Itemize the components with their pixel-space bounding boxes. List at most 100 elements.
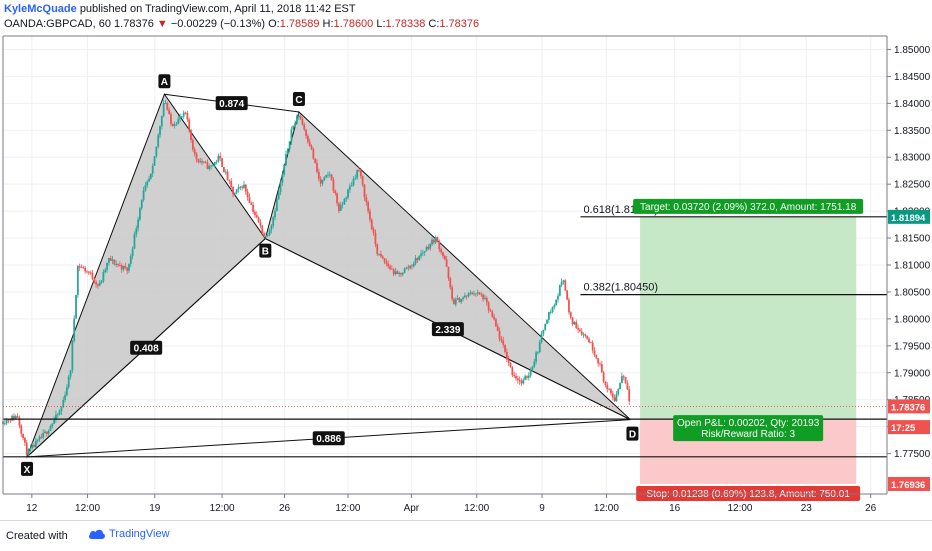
ratio-label: 2.339	[435, 325, 460, 336]
candle-body	[261, 225, 264, 234]
symbol[interactable]: OANDA:GBPCAD, 60	[4, 18, 111, 30]
candle-body	[131, 248, 134, 257]
candle-body	[431, 239, 433, 245]
rr-label: Risk/Reward Ratio: 3	[701, 429, 795, 440]
candle-body	[40, 436, 43, 438]
candle-body	[341, 204, 344, 206]
candle-body	[111, 259, 114, 261]
candle-body	[199, 161, 202, 162]
last-price: 1.78376	[114, 18, 154, 30]
candle-body	[241, 186, 244, 188]
candle-body	[27, 449, 30, 456]
candle-body	[387, 263, 390, 267]
price-chart[interactable]: 0.618(1.81869)0.382(1.80450) XABCD0.4080…	[0, 0, 932, 520]
candle-body	[107, 258, 110, 263]
candle-body	[266, 235, 269, 236]
candle-body	[170, 114, 172, 124]
candle-body	[290, 129, 293, 142]
candle-body	[275, 199, 278, 212]
candle-body	[553, 305, 556, 308]
candle-body	[82, 267, 85, 269]
candle-body	[193, 149, 196, 154]
candle-body	[285, 154, 287, 166]
candle-body	[334, 190, 337, 194]
candle-body	[484, 298, 486, 300]
pattern-point-box	[158, 74, 171, 89]
candle-body	[442, 252, 444, 256]
candle-body	[168, 109, 171, 115]
candle-body	[91, 272, 94, 279]
candle-body	[164, 103, 167, 104]
candle-body	[476, 292, 479, 294]
candle-body	[153, 156, 156, 166]
candle-body	[190, 130, 192, 140]
candle-body	[527, 375, 530, 378]
candle-body	[232, 187, 234, 194]
candle-body	[458, 298, 461, 303]
candle-body	[223, 167, 225, 173]
candle-body	[312, 149, 315, 159]
candle-body	[336, 193, 338, 204]
x-tick-label: 12:00	[464, 503, 489, 514]
candle-body	[398, 272, 401, 274]
candle-body	[206, 162, 209, 169]
candle-body	[36, 439, 39, 441]
candle-body	[186, 113, 189, 120]
candle-body	[500, 339, 503, 341]
candle-body	[422, 252, 424, 254]
x-tick-label: Apr	[404, 503, 420, 514]
candle-body	[411, 265, 413, 267]
candle-body	[210, 165, 213, 167]
candle-body	[339, 205, 342, 211]
candle-body	[487, 302, 490, 311]
pattern-point-box	[259, 243, 272, 258]
candle-body	[31, 444, 34, 449]
candle-body	[20, 425, 23, 434]
author-link[interactable]: KyleMcQuade	[4, 3, 77, 15]
y-tick-label: 1.84500	[894, 72, 931, 83]
candle-body	[188, 119, 191, 131]
candle-body	[179, 116, 181, 119]
candle-body	[511, 366, 514, 375]
candle-body	[55, 414, 57, 420]
y-tick-label: 1.79500	[894, 341, 931, 352]
candle-body	[617, 389, 620, 395]
price-tag-box	[888, 399, 930, 414]
candle-body	[562, 280, 565, 282]
candle-body	[608, 389, 611, 390]
pattern-point-B: B	[262, 247, 269, 258]
candle-body	[343, 198, 346, 205]
candle-body	[264, 235, 267, 237]
candle-body	[60, 407, 63, 412]
candle-body	[76, 266, 79, 295]
candle-body	[137, 219, 139, 229]
candle-body	[473, 293, 475, 295]
candle-body	[400, 272, 402, 275]
candle-body	[95, 282, 98, 285]
tradingview-link[interactable]: TradingView	[88, 528, 170, 540]
pattern-point-X: X	[24, 465, 31, 476]
candle-body	[610, 389, 612, 394]
candle-body	[385, 261, 388, 264]
candle-body	[301, 118, 304, 125]
candle-body	[365, 197, 368, 203]
candle-body	[173, 124, 176, 127]
candle-body	[496, 326, 499, 331]
candle-body	[615, 394, 618, 402]
candle-body	[626, 382, 629, 390]
candle-body	[195, 153, 198, 160]
candle-body	[361, 176, 364, 185]
candle-body	[551, 307, 554, 313]
candle-body	[306, 135, 309, 142]
candle-body	[531, 366, 534, 370]
candle-body	[394, 271, 397, 275]
created-with-text: Created with	[6, 530, 68, 542]
candle-body	[405, 267, 408, 269]
tradingview-cloud-icon	[88, 529, 105, 540]
candle-body	[45, 431, 48, 434]
candle-body	[370, 219, 373, 230]
candle-body	[106, 262, 108, 270]
candle-body	[533, 361, 536, 367]
price-tags: 1.81894 1.78376 17:25 1.76936	[888, 209, 930, 491]
candle-body	[586, 335, 589, 339]
